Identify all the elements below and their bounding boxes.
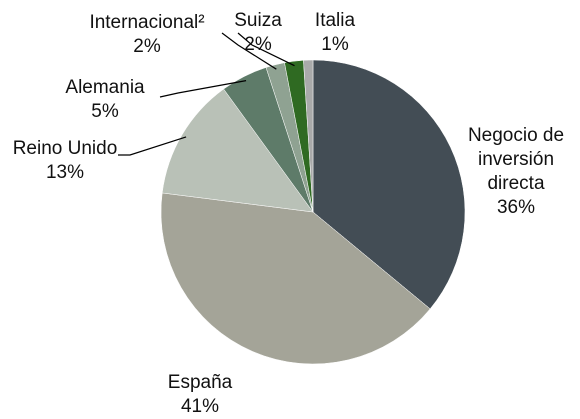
category-label: Reino Unido xyxy=(12,138,118,159)
slice-label: Alemania 5% xyxy=(65,76,144,124)
leader-line xyxy=(118,136,187,156)
pie-slice xyxy=(303,59,314,213)
value-label: 36% xyxy=(496,197,536,218)
slice-label: Italia 1% xyxy=(315,9,355,57)
slice-label: España 41% xyxy=(168,371,232,419)
value-label: 41% xyxy=(180,396,220,417)
category-label: Alemania xyxy=(65,77,145,98)
category-label: Suiza xyxy=(234,10,282,31)
category-label: Negocio de inversión directa xyxy=(467,125,565,194)
pie-slice xyxy=(161,88,314,213)
slice-label: Internacional² 2% xyxy=(89,11,204,59)
pie-slice xyxy=(160,192,431,365)
slice-label: Negocio de inversión directa 36% xyxy=(451,124,580,220)
category-label: España xyxy=(167,372,233,393)
leader-line xyxy=(237,32,295,67)
value-label: 2% xyxy=(244,34,272,55)
slice-label: Reino Unido 13% xyxy=(13,137,118,185)
value-label: 5% xyxy=(91,101,119,122)
value-label: 2% xyxy=(133,36,161,57)
category-label: Internacional² xyxy=(89,12,205,33)
value-label: 13% xyxy=(45,162,85,183)
value-label: 1% xyxy=(321,34,349,55)
slice-label: Suiza 2% xyxy=(234,9,282,57)
leader-line xyxy=(159,80,247,98)
pie-slice xyxy=(312,59,466,310)
leader-line xyxy=(221,32,277,70)
category-label: Italia xyxy=(314,10,356,31)
